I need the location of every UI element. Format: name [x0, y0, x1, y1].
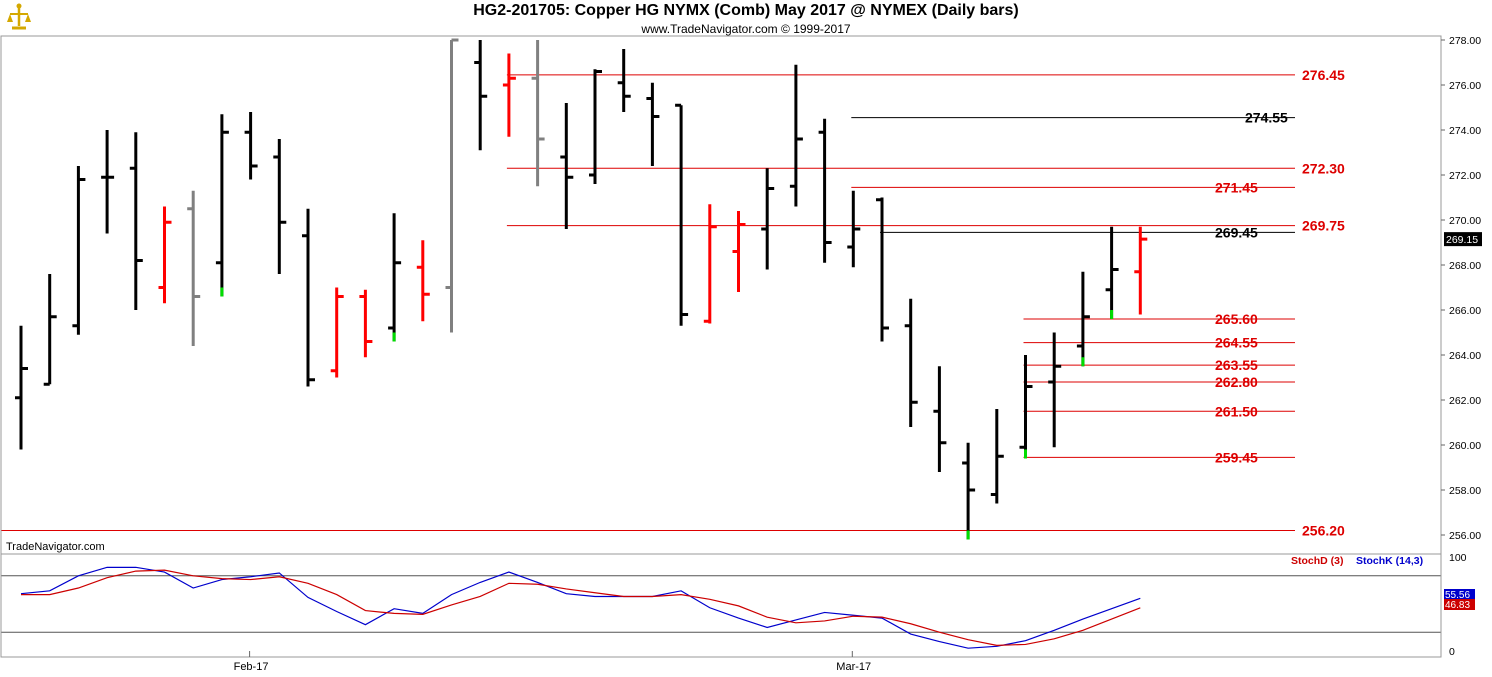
y-tick-label: 256.00	[1449, 530, 1481, 542]
x-tick-label: Mar-17	[836, 661, 871, 673]
y-tick-label: 276.00	[1449, 80, 1481, 92]
brand-label: TradeNavigator.com	[6, 541, 105, 553]
stoch-legend-d: StochD (3)	[1291, 555, 1344, 567]
chart-title: HG2-201705: Copper HG NYMX (Comb) May 20…	[473, 2, 1019, 19]
stoch-d-value: 46.83	[1445, 600, 1470, 611]
stoch-k-badge	[1444, 589, 1475, 600]
level-label: 274.55	[1245, 110, 1288, 126]
y-tick-label: 266.00	[1449, 305, 1481, 317]
stochastic-pane: StochD (3) StochK (14,3)	[1, 555, 1441, 649]
stoch-k-value: 55.56	[1445, 590, 1470, 601]
level-label: 262.80	[1215, 374, 1258, 390]
y-tick-label: 278.00	[1449, 35, 1481, 47]
level-label: 272.30	[1302, 160, 1345, 176]
price-frame	[0, 35, 1442, 555]
level-label: 265.60	[1215, 311, 1258, 327]
trade-navigator-logo-icon	[4, 2, 34, 32]
stoch-y-tick-label: 0	[1449, 646, 1455, 658]
y-tick-label: 268.00	[1449, 260, 1481, 272]
stoch-frame	[0, 553, 1442, 658]
level-label: 271.45	[1215, 179, 1258, 195]
level-label: 259.45	[1215, 449, 1258, 465]
level-label: 256.20	[1302, 523, 1345, 539]
chart-subtitle: www.TradeNavigator.com © 1999-2017	[641, 22, 851, 36]
level-label: 263.55	[1215, 357, 1258, 373]
y-tick-label: 258.00	[1449, 485, 1481, 497]
y-tick-label: 264.00	[1449, 350, 1481, 362]
x-tick-label: Feb-17	[234, 661, 269, 673]
axes: 278.00 276.00 274.00 272.00 270.00 268.00 266.…	[0, 35, 1482, 673]
level-label: 269.45	[1215, 224, 1258, 240]
stoch-series-line	[20, 566, 1141, 649]
stoch-y-tick-label: 100	[1449, 552, 1467, 564]
level-label: 264.55	[1215, 335, 1258, 351]
level-label: 261.50	[1215, 403, 1258, 419]
level-label: 269.75	[1302, 218, 1345, 234]
last-price-badge	[1444, 232, 1482, 247]
y-tick-label: 270.00	[1449, 215, 1481, 227]
last-price-label: 269.15	[1446, 234, 1478, 246]
y-tick-label: 274.00	[1449, 125, 1481, 137]
level-label: 276.45	[1302, 67, 1345, 83]
price-pane: 276.45 274.55 272.30 271.45 269.75 269.45 265.…	[1, 38, 1345, 540]
y-tick-label: 260.00	[1449, 440, 1481, 452]
y-tick-label: 272.00	[1449, 170, 1481, 182]
y-tick-label: 262.00	[1449, 395, 1481, 407]
stoch-series-line	[21, 569, 1141, 646]
stoch-legend-k: StochK (14,3)	[1356, 555, 1423, 567]
stoch-d-badge	[1444, 599, 1475, 610]
